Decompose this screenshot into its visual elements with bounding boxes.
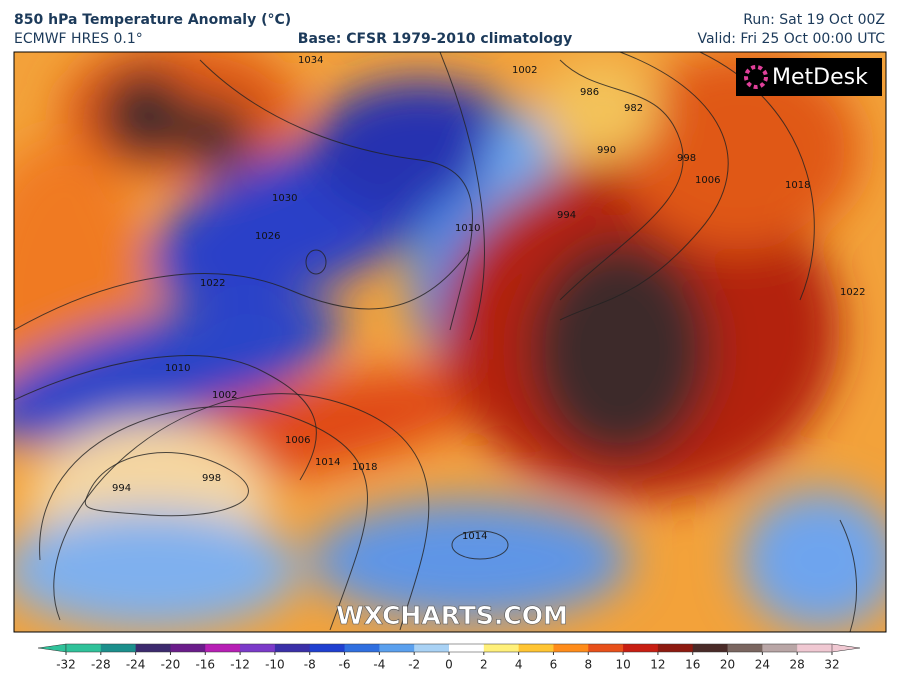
isobar xyxy=(305,249,327,275)
colorbar-segment xyxy=(170,644,206,652)
colorbar-end xyxy=(37,643,67,653)
colorbar-tick-label: 2 xyxy=(480,658,488,672)
isobar-label: 1022 xyxy=(200,278,225,289)
colorbar-tick-label: -6 xyxy=(339,658,351,672)
colorbar-segment xyxy=(483,644,520,652)
colorbar-segment xyxy=(414,644,450,652)
isobar xyxy=(14,355,317,481)
colorbar-segment xyxy=(692,644,729,652)
colorbar-tick-label: 4 xyxy=(515,658,523,672)
colorbar-tick-label: 20 xyxy=(720,658,735,672)
colorbar-segment xyxy=(657,644,694,652)
colorbar-tick-label: -32 xyxy=(56,658,76,672)
title: 850 hPa Temperature Anomaly (°C) xyxy=(14,12,291,28)
colorbar-tick-label: 24 xyxy=(755,658,770,672)
colorbar-segment xyxy=(553,644,589,652)
colorbar-segment xyxy=(518,644,554,652)
colorbar-segment xyxy=(274,644,311,652)
isobar xyxy=(559,59,684,301)
isobar-label: 1022 xyxy=(840,287,865,298)
isobar-label: 1006 xyxy=(695,175,720,186)
colorbar-segment xyxy=(797,644,833,652)
colorbar-tick-label: -24 xyxy=(126,658,146,672)
isobar-label: 994 xyxy=(112,483,131,494)
isobar xyxy=(451,530,509,560)
colorbar-segment xyxy=(623,644,659,652)
watermark: WXCHARTS.COM xyxy=(336,601,568,630)
colorbar-tick-label: 10 xyxy=(615,658,630,672)
isobar-label: 1002 xyxy=(512,65,537,76)
colorbar-end xyxy=(831,643,861,653)
colorbar-segment xyxy=(344,644,380,652)
isobar-label: 1006 xyxy=(285,435,310,446)
isobar-label: 1010 xyxy=(455,223,480,234)
isobar-label: 1014 xyxy=(315,457,340,468)
isobar-label: 1018 xyxy=(785,180,810,191)
colorbar-segment xyxy=(309,644,346,652)
isobar-label: 1010 xyxy=(165,363,190,374)
map: 1022 1010 1002 1006 1014 1018 998 994 10… xyxy=(14,52,886,632)
isobar-label: 994 xyxy=(557,210,576,221)
isobar xyxy=(559,52,729,321)
colorbar-segment xyxy=(449,644,485,652)
isobar xyxy=(439,52,485,341)
isobar-label: 1002 xyxy=(212,390,237,401)
isobar-label: 986 xyxy=(580,87,599,98)
map-frame xyxy=(13,51,887,633)
colorbar-segment xyxy=(379,644,415,652)
isobar xyxy=(199,59,473,331)
colorbar-tick-label: 8 xyxy=(584,658,592,672)
colorbar-tick-label: -28 xyxy=(91,658,111,672)
colorbar-segment xyxy=(240,644,276,652)
colorbar-tick-label: 16 xyxy=(685,658,700,672)
isobar-label: 998 xyxy=(677,153,696,164)
isobar xyxy=(84,452,249,517)
colorbar-segment xyxy=(727,644,763,652)
isobar-label: 1034 xyxy=(298,55,323,66)
colorbar-tick-label: -4 xyxy=(373,658,385,672)
colorbar-segment xyxy=(66,644,102,652)
isobar-label: 990 xyxy=(597,145,616,156)
colorbar-segment xyxy=(205,644,241,652)
colorbar-segment xyxy=(100,644,137,652)
isobar xyxy=(53,393,430,631)
colorbar-tick-label: 32 xyxy=(824,658,839,672)
colorbar-segment xyxy=(762,644,798,652)
colorbar-tick-label: -12 xyxy=(230,658,250,672)
colorbar-tick-label: -10 xyxy=(265,658,285,672)
valid: Valid: Fri 25 Oct 00:00 UTC xyxy=(697,31,885,47)
isobar-label: 1026 xyxy=(255,231,280,242)
isobar-label: 1014 xyxy=(462,531,487,542)
colorbar-segment xyxy=(135,644,171,652)
colorbar-tick-label: 12 xyxy=(650,658,665,672)
colorbar: -32 -28 -24 -20 -16 -12 -10 -8 -6 -4 -2 0 2 4 6 8 10 12 16… xyxy=(37,643,861,672)
logo-text: MetDesk xyxy=(772,65,868,90)
base: Base: CFSR 1979-2010 climatology xyxy=(298,31,572,47)
colorbar-tick-label: -16 xyxy=(195,658,215,672)
colorbar-tick-label: -8 xyxy=(304,658,316,672)
colorbar-tick-label: 28 xyxy=(790,658,805,672)
isobar-label: 998 xyxy=(202,473,221,484)
colorbar-tick-label: 0 xyxy=(445,658,453,672)
colorbar-tick-label: -20 xyxy=(161,658,181,672)
isobar-label: 1018 xyxy=(352,462,377,473)
model: ECMWF HRES 0.1° xyxy=(14,31,143,47)
colorbar-segment xyxy=(588,644,624,652)
colorbar-tick-label: 6 xyxy=(550,658,558,672)
logo: MetDesk xyxy=(736,58,882,96)
run: Run: Sat 19 Oct 00Z xyxy=(743,12,885,28)
isobar-label: 1030 xyxy=(272,193,297,204)
isobar xyxy=(39,406,368,631)
isobar xyxy=(14,249,471,331)
isobar xyxy=(839,519,857,632)
colorbar-tick-label: -2 xyxy=(408,658,420,672)
isobar-label: 982 xyxy=(624,103,643,114)
